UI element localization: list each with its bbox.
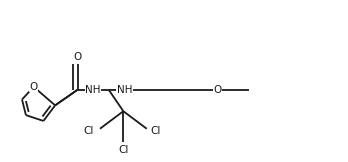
Text: NH: NH [117, 85, 132, 95]
Text: O: O [73, 52, 82, 62]
Text: NH: NH [85, 85, 101, 95]
Text: Cl: Cl [84, 126, 94, 136]
Text: O: O [214, 85, 222, 95]
Text: O: O [30, 82, 38, 92]
Text: Cl: Cl [118, 145, 128, 155]
Text: Cl: Cl [151, 126, 161, 136]
